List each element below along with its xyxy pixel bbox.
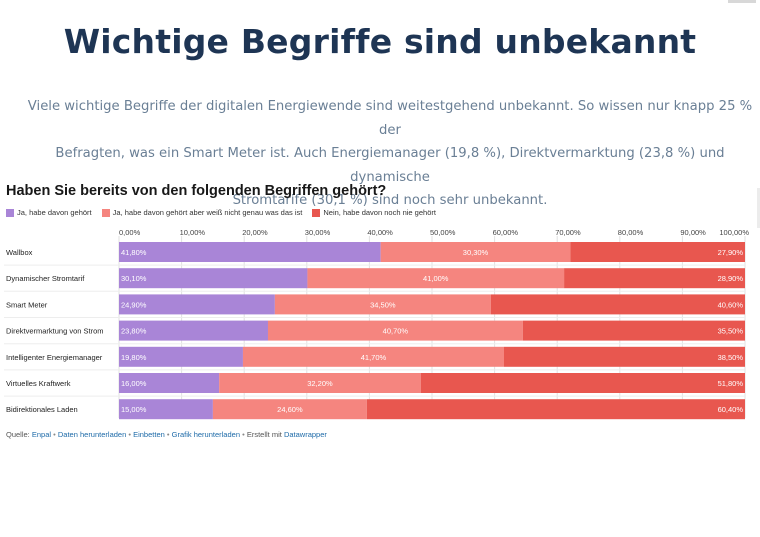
x-tick-label: 20,00% [242,228,268,237]
datawrapper-link[interactable]: Datawrapper [283,430,327,439]
x-tick-label: 60,00% [493,228,519,237]
data-label: 35,50% [718,327,744,336]
data-label: 41,80% [121,248,147,257]
chart-title: Haben Sie bereits von den folgenden Begr… [6,183,387,199]
legend-label: Ja, habe davon gehört [17,208,92,217]
bar-segment [274,294,491,315]
x-tick-label: 80,00% [618,228,644,237]
bar-segment [420,373,745,393]
legend-label: Ja, habe davon gehört aber weiß nicht ge… [112,208,303,217]
legend-swatch [101,208,110,217]
bar-segment [119,294,275,315]
category-label: Bidirektionales Laden [6,405,78,414]
legend-swatch [312,208,321,217]
category-label: Smart Meter [6,300,48,309]
chart-footer: Quelle: Enpal • Daten herunterladen • Ei… [6,430,327,439]
bar-segment [242,346,504,367]
data-label: 23,80% [121,327,147,336]
stacked-bar-chart: 0,00% 10,00% 20,00% 30,00% 40,00% 50,00% 60,00… [4,228,749,420]
download-data-link[interactable]: Daten herunterladen [57,430,127,439]
data-label: 38,50% [718,353,744,362]
bar-segment [119,320,268,341]
separator: • [128,430,131,439]
category-label: Dynamischer Stromtarif [6,274,85,283]
legend-item: Ja, habe davon gehört aber weiß nicht ge… [101,208,303,217]
bar-segment [490,294,745,315]
bar-segment [522,320,745,341]
legend-item: Nein, habe davon noch nie gehört [312,208,436,217]
download-graphic-link[interactable]: Grafik herunterladen [171,430,240,439]
data-label: 28,90% [718,274,744,283]
bar-segment [267,320,523,341]
bar-segment [212,399,367,420]
data-label: 34,50% [370,300,396,309]
x-tick-label: 30,00% [305,228,331,237]
separator: • [53,430,56,439]
data-label: 24,60% [277,405,303,414]
data-label: 41,00% [423,274,449,283]
legend-item: Ja, habe davon gehört [6,208,92,217]
data-label: 32,20% [307,379,333,388]
separator: • [242,430,245,439]
bar-segment [119,268,308,289]
x-tick-label: 10,00% [180,228,206,237]
data-label: 15,00% [121,405,147,414]
x-tick-label: 100,00% [719,228,749,237]
bar-segment [119,346,243,367]
data-label: 41,70% [361,353,387,362]
data-label: 16,00% [121,379,147,388]
x-tick-label: 40,00% [367,228,393,237]
window-edge-mark [728,0,756,3]
category-label: Wallbox [6,248,33,257]
bar-segment [307,268,565,289]
intro-line: Befragten, was ein Smart Meter ist. Auch… [55,146,725,185]
bar-segment [380,242,571,262]
data-label: 19,80% [121,353,147,362]
page-title: Wichtige Begriffe sind unbekannt [63,22,697,61]
source-prefix: Quelle: [6,430,30,439]
x-tick-label: 70,00% [555,228,581,237]
bar-segment [503,346,745,367]
legend-swatch [6,208,14,217]
category-label: Intelligenter Energiemanager [6,353,103,362]
source-link[interactable]: Enpal [31,430,52,439]
bar-segment [570,242,745,262]
data-label: 51,80% [718,379,744,388]
scroll-edge-mark [757,188,760,228]
embed-link[interactable]: Einbetten [133,430,165,439]
data-label: 30,10% [121,274,147,283]
bar-segment [564,268,745,289]
data-label: 40,60% [718,300,744,309]
chart-legend: Ja, habe davon gehört Ja, habe davon geh… [6,208,436,217]
x-tick-label: 50,00% [430,228,456,237]
data-label: 24,90% [121,300,147,309]
bar-segment [119,373,220,393]
data-label: 40,70% [383,327,409,336]
intro-line: Stromtarife (30,1 %) sind noch sehr unbe… [232,193,548,208]
intro-line: Viele wichtige Begriffe der digitalen En… [27,99,753,138]
data-label: 60,40% [718,405,744,414]
data-label: 30,30% [463,248,489,257]
x-tick-label: 90,00% [680,228,706,237]
category-label: Virtuelles Kraftwerk [6,379,71,388]
bar-segment [366,399,745,420]
bar-segment [219,373,421,393]
bar-segment [119,399,213,420]
separator: • [166,430,170,439]
intro-text: Viele wichtige Begriffe der digitalen En… [20,95,760,213]
x-tick-label: 0,00% [119,228,141,237]
category-label: Direktvermarktung von Strom [6,327,104,336]
created-with-prefix: Erstellt mit [246,430,282,439]
data-label: 27,90% [718,248,744,257]
legend-label: Nein, habe davon noch nie gehört [323,208,436,217]
bar-segment [119,242,381,262]
